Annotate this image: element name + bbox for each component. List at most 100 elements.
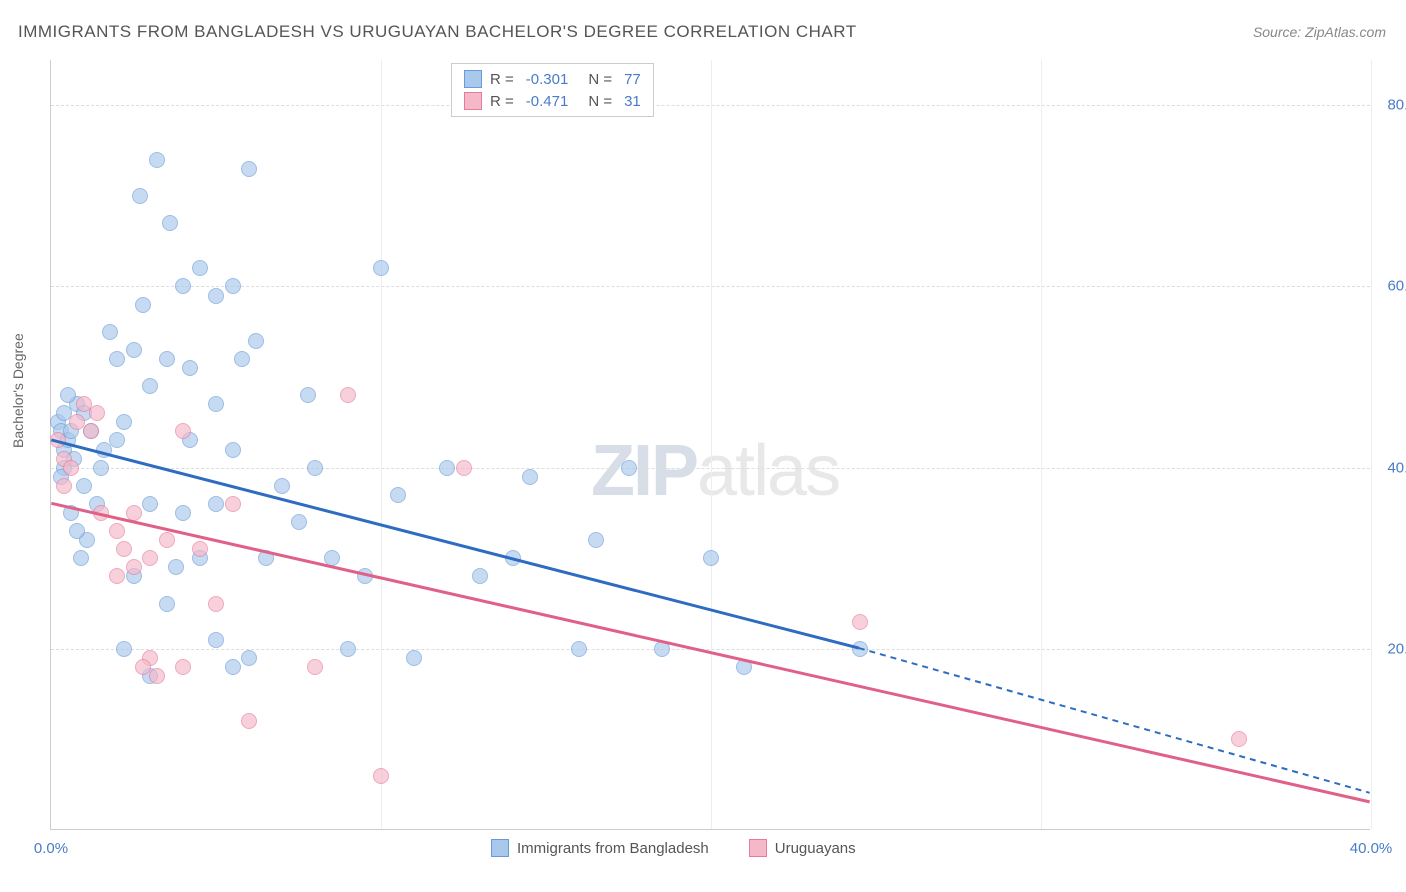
watermark-atlas: atlas: [697, 431, 839, 511]
scatter-point: [126, 559, 142, 575]
x-tick-label: 0.0%: [34, 840, 68, 857]
scatter-point: [274, 478, 290, 494]
scatter-point: [175, 423, 191, 439]
scatter-point: [126, 505, 142, 521]
scatter-point: [472, 568, 488, 584]
scatter-point: [225, 278, 241, 294]
scatter-point: [258, 550, 274, 566]
scatter-point: [208, 396, 224, 412]
scatter-point: [208, 288, 224, 304]
series-legend: Immigrants from Bangladesh Uruguayans: [491, 839, 856, 857]
scatter-point: [241, 713, 257, 729]
scatter-point: [852, 641, 868, 657]
scatter-point: [522, 469, 538, 485]
scatter-point: [126, 342, 142, 358]
legend-n-label-1: N =: [588, 93, 612, 110]
scatter-point: [505, 550, 521, 566]
grid-line-v: [711, 60, 712, 829]
legend-r-label-1: R =: [490, 93, 514, 110]
scatter-point: [89, 405, 105, 421]
y-axis-label: Bachelor's Degree: [10, 333, 26, 448]
scatter-point: [76, 478, 92, 494]
scatter-point: [234, 351, 250, 367]
scatter-point: [93, 460, 109, 476]
scatter-point: [390, 487, 406, 503]
scatter-point: [102, 324, 118, 340]
scatter-point: [109, 432, 125, 448]
legend-n-value-0: 77: [624, 71, 641, 88]
scatter-point: [192, 541, 208, 557]
grid-line-v: [381, 60, 382, 829]
scatter-point: [241, 650, 257, 666]
legend-swatch-bangladesh: [464, 70, 482, 88]
legend-swatch-icon: [749, 839, 767, 857]
legend-label-1: Uruguayans: [775, 840, 856, 857]
scatter-point: [109, 351, 125, 367]
legend-n-label: N =: [588, 71, 612, 88]
scatter-point: [225, 442, 241, 458]
scatter-point: [149, 152, 165, 168]
scatter-point: [116, 541, 132, 557]
scatter-point: [736, 659, 752, 675]
scatter-point: [116, 641, 132, 657]
y-tick-label: 80.0%: [1387, 97, 1406, 114]
scatter-point: [159, 532, 175, 548]
scatter-point: [571, 641, 587, 657]
scatter-point: [439, 460, 455, 476]
y-tick-label: 60.0%: [1387, 278, 1406, 295]
scatter-point: [175, 278, 191, 294]
scatter-point: [60, 387, 76, 403]
source-attribution: Source: ZipAtlas.com: [1253, 24, 1386, 40]
legend-r-value-1: -0.471: [526, 93, 569, 110]
scatter-point: [373, 260, 389, 276]
scatter-point: [208, 596, 224, 612]
plot-area: ZIPatlas R = -0.301 N = 77 R = -0.471 N …: [50, 60, 1370, 830]
scatter-point: [168, 559, 184, 575]
scatter-point: [1231, 731, 1247, 747]
scatter-point: [63, 460, 79, 476]
scatter-point: [300, 387, 316, 403]
scatter-point: [175, 505, 191, 521]
grid-line-v: [1371, 60, 1372, 829]
legend-label-0: Immigrants from Bangladesh: [517, 840, 709, 857]
scatter-point: [225, 659, 241, 675]
scatter-point: [135, 297, 151, 313]
watermark-zip: ZIP: [591, 431, 697, 511]
scatter-point: [109, 523, 125, 539]
legend-swatch-icon: [491, 839, 509, 857]
scatter-point: [225, 496, 241, 512]
legend-swatch-uruguayans: [464, 92, 482, 110]
scatter-point: [654, 641, 670, 657]
scatter-point: [175, 659, 191, 675]
scatter-point: [63, 505, 79, 521]
y-tick-label: 40.0%: [1387, 459, 1406, 476]
scatter-point: [149, 668, 165, 684]
legend-row-uruguayans: R = -0.471 N = 31: [464, 90, 641, 112]
scatter-point: [241, 161, 257, 177]
scatter-point: [50, 432, 66, 448]
scatter-point: [307, 659, 323, 675]
scatter-point: [248, 333, 264, 349]
scatter-point: [142, 378, 158, 394]
legend-item-bangladesh: Immigrants from Bangladesh: [491, 839, 709, 857]
scatter-point: [69, 523, 85, 539]
scatter-point: [307, 460, 323, 476]
scatter-point: [703, 550, 719, 566]
legend-row-bangladesh: R = -0.301 N = 77: [464, 68, 641, 90]
correlation-legend: R = -0.301 N = 77 R = -0.471 N = 31: [451, 63, 654, 117]
legend-r-label: R =: [490, 71, 514, 88]
scatter-point: [208, 632, 224, 648]
scatter-point: [182, 360, 198, 376]
y-tick-label: 20.0%: [1387, 640, 1406, 657]
scatter-point: [159, 596, 175, 612]
scatter-point: [192, 260, 208, 276]
scatter-point: [142, 550, 158, 566]
scatter-point: [291, 514, 307, 530]
scatter-point: [73, 550, 89, 566]
scatter-point: [621, 460, 637, 476]
scatter-point: [406, 650, 422, 666]
scatter-point: [162, 215, 178, 231]
legend-item-uruguayans: Uruguayans: [749, 839, 856, 857]
x-tick-label: 40.0%: [1350, 840, 1393, 857]
scatter-point: [159, 351, 175, 367]
